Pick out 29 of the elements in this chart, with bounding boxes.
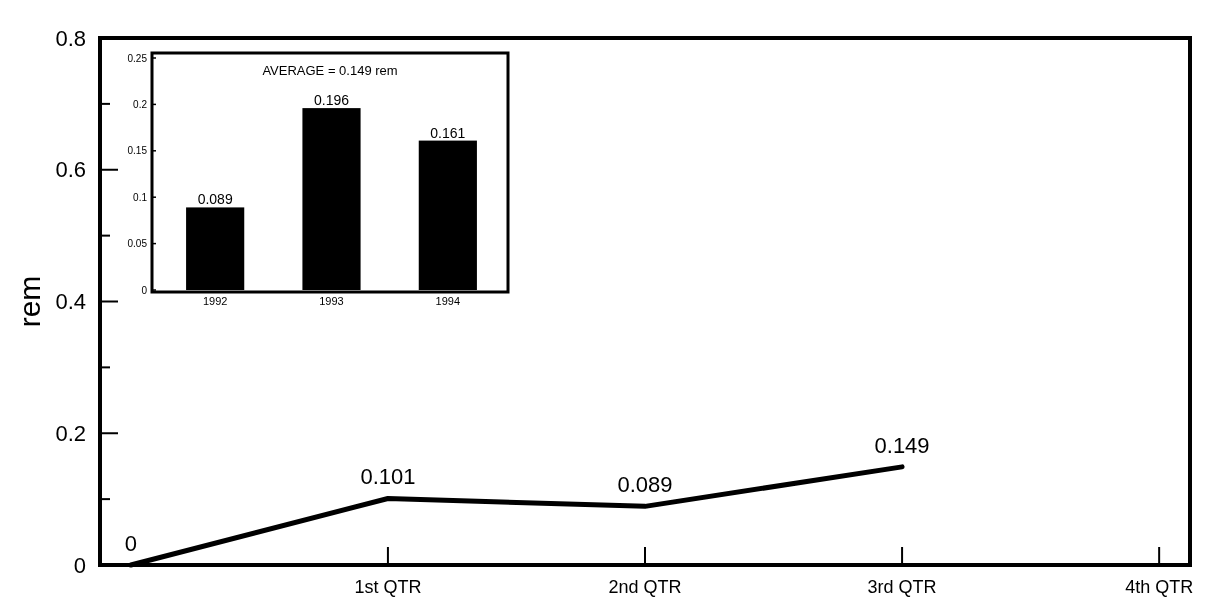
y-tick-label: 0.25 <box>127 52 148 64</box>
x-tick-label: 1994 <box>435 295 461 307</box>
y-tick-label: 0 <box>73 552 86 578</box>
data-label: 0.089 <box>617 472 673 498</box>
y-tick-label: 0.2 <box>133 98 148 110</box>
y-tick-label: 0 <box>141 284 148 296</box>
bar <box>418 140 477 290</box>
x-tick-label: 2nd QTR <box>608 577 682 597</box>
y-tick-label: 0.8 <box>55 25 86 51</box>
x-tick-label: 4th QTR <box>1125 577 1194 597</box>
x-tick-label: 1st QTR <box>354 577 422 597</box>
data-label: 0.161 <box>430 124 466 141</box>
data-label: 0.196 <box>313 92 350 109</box>
y-tick-label: 0.6 <box>55 157 86 183</box>
data-label: 0.089 <box>197 191 233 208</box>
x-tick-label: 3rd QTR <box>867 577 937 597</box>
y-axis-title: rem <box>13 275 46 328</box>
y-tick-label: 0.2 <box>55 420 86 446</box>
y-tick-label: 0.1 <box>133 191 148 203</box>
x-tick-label: 1993 <box>319 295 344 307</box>
data-label: 0.149 <box>874 432 930 458</box>
annotation: AVERAGE = 0.149 rem <box>262 63 398 78</box>
bar <box>302 108 361 290</box>
y-tick-label: 0.15 <box>127 145 148 157</box>
x-tick-label: 1992 <box>202 295 228 307</box>
y-tick-label: 0.05 <box>127 238 148 250</box>
bar <box>186 207 245 290</box>
data-label: 0.101 <box>360 464 416 490</box>
y-tick-label: 0.4 <box>55 289 86 315</box>
